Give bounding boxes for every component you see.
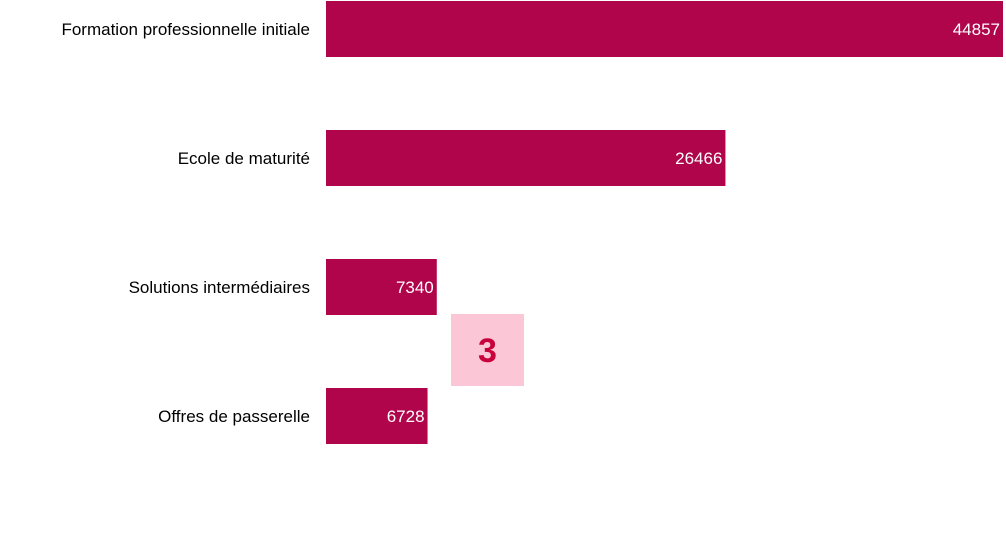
category-label-formation-professionnelle-initiale: Formation professionnelle initiale bbox=[61, 20, 310, 39]
badge-label: 3 bbox=[478, 332, 497, 370]
bar-offres-de-passerelle bbox=[326, 388, 428, 444]
bar-formation-professionnelle-initiale bbox=[326, 1, 1003, 57]
category-label-ecole-de-maturite: Ecole de maturité bbox=[178, 149, 310, 168]
badge-background bbox=[451, 314, 524, 386]
category-label-offres-de-passerelle: Offres de passerelle bbox=[158, 407, 310, 426]
bar-solutions-intermediaires bbox=[326, 259, 437, 315]
value-label-ecole-de-maturite: 26466 bbox=[675, 149, 722, 168]
value-label-solutions-intermediaires: 7340 bbox=[396, 278, 434, 297]
bars-group: Formation professionnelle initiale 44857 E… bbox=[61, 1, 1003, 444]
value-label-offres-de-passerelle: 6728 bbox=[387, 407, 425, 426]
badge: 3 bbox=[451, 314, 524, 386]
bar-ecole-de-maturite bbox=[326, 130, 726, 186]
category-label-solutions-intermediaires: Solutions intermédiaires bbox=[129, 278, 310, 297]
value-label-formation-professionnelle-initiale: 44857 bbox=[953, 20, 1000, 39]
